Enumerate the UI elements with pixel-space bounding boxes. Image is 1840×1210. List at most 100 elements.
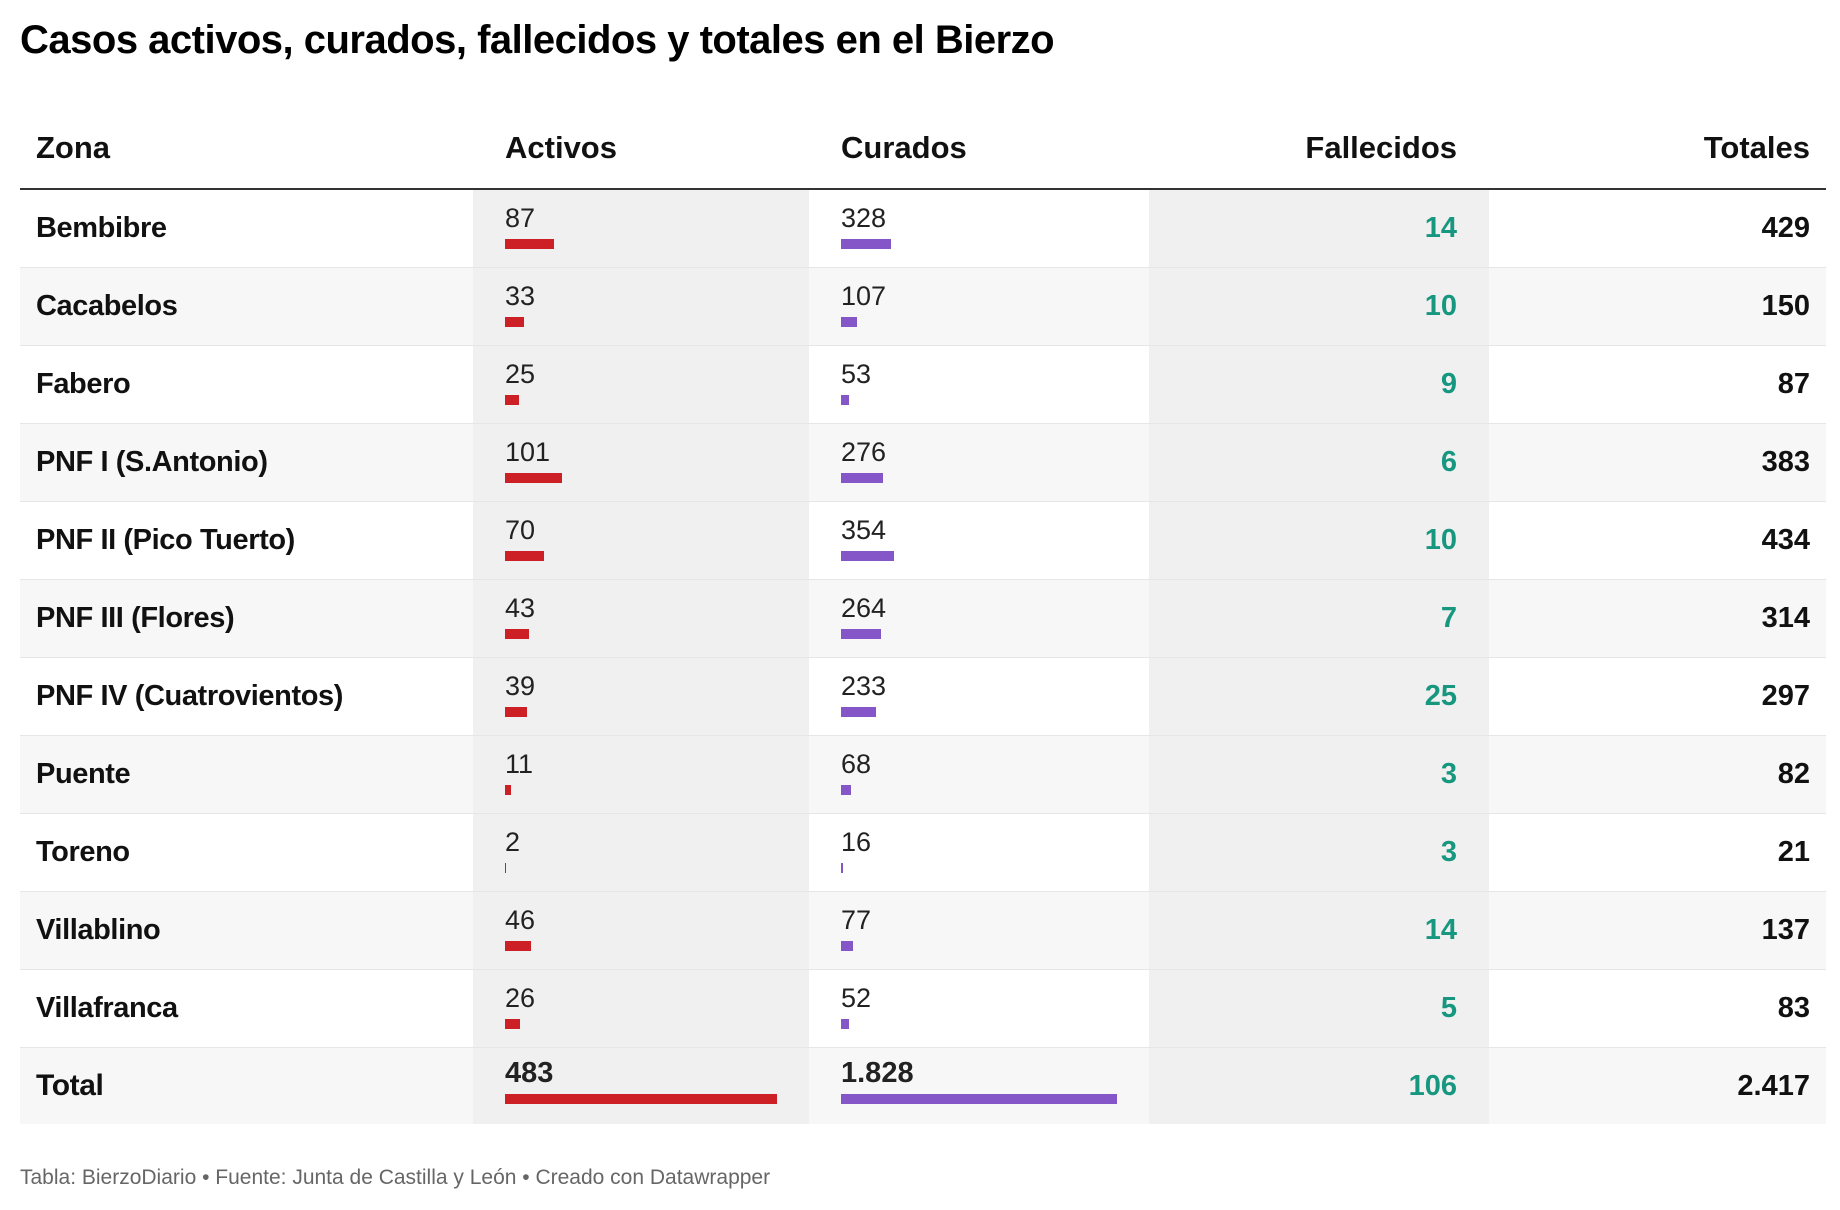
activos-value: 33 — [505, 280, 536, 311]
curados-bar-track — [841, 940, 1117, 951]
cell-activos: 2 — [473, 813, 809, 892]
table-row: Cacabelos 33 107 10 150 — [20, 267, 1826, 346]
column-header-zona[interactable]: Zona — [20, 108, 473, 190]
cell-fallecidos: 10 — [1149, 267, 1489, 346]
cell-totales: 383 — [1489, 423, 1826, 502]
cell-zona: PNF IV (Cuatrovientos) — [20, 657, 473, 736]
column-header-activos[interactable]: Activos — [473, 108, 809, 190]
curados-bar — [841, 940, 853, 951]
activos-value: 101 — [505, 436, 551, 467]
cell-totales: 434 — [1489, 501, 1826, 580]
column-header-fallecidos[interactable]: Fallecidos — [1149, 108, 1489, 190]
curados-value: 52 — [841, 982, 872, 1013]
curados-bar-track — [841, 784, 1117, 795]
cell-fallecidos: 6 — [1149, 423, 1489, 502]
curados-bar-track — [841, 706, 1117, 717]
activos-value: 39 — [505, 670, 536, 701]
cell-totales: 137 — [1489, 891, 1826, 970]
column-header-totales[interactable]: Totales — [1489, 108, 1826, 190]
activos-value: 11 — [505, 748, 534, 779]
curados-bar-track — [841, 1094, 1117, 1104]
table-row: Villablino 46 77 14 137 — [20, 891, 1826, 970]
cell-fallecidos: 14 — [1149, 189, 1489, 268]
cell-curados: 264 — [809, 579, 1149, 658]
cell-zona: PNF II (Pico Tuerto) — [20, 501, 473, 580]
cell-zona: Villablino — [20, 891, 473, 970]
cell-totales: 21 — [1489, 813, 1826, 892]
total-row: Total 483 1.828 106 2.417 — [20, 1047, 1826, 1124]
activos-bar — [505, 1094, 777, 1104]
cell-activos: 101 — [473, 423, 809, 502]
cell-curados: 52 — [809, 969, 1149, 1048]
activos-value: 87 — [505, 202, 536, 233]
cell-zona: Puente — [20, 735, 473, 814]
table-header-row: Zona Activos Curados Fallecidos Totales — [20, 108, 1826, 190]
cell-activos: 483 — [473, 1047, 809, 1124]
cell-activos: 39 — [473, 657, 809, 736]
activos-value: 70 — [505, 514, 536, 545]
cell-curados: 328 — [809, 189, 1149, 268]
table-row: PNF III (Flores) 43 264 7 314 — [20, 579, 1826, 658]
cell-activos: 70 — [473, 501, 809, 580]
source-footer: Tabla: BierzoDiario • Fuente: Junta de C… — [20, 1166, 771, 1189]
cell-totales: 83 — [1489, 969, 1826, 1048]
activos-bar — [505, 628, 530, 639]
table-row: PNF IV (Cuatrovientos) 39 233 25 297 — [20, 657, 1826, 736]
cell-activos: 43 — [473, 579, 809, 658]
curados-bar-track — [841, 1018, 1117, 1029]
activos-bar-track — [505, 862, 777, 873]
table-row: Puente 11 68 3 82 — [20, 735, 1826, 814]
curados-bar — [841, 784, 852, 795]
curados-value: 1.828 — [841, 1057, 914, 1089]
activos-value: 483 — [505, 1057, 554, 1089]
cell-activos: 33 — [473, 267, 809, 346]
table-row: Toreno 2 16 3 21 — [20, 813, 1826, 892]
cell-fallecidos: 3 — [1149, 813, 1489, 892]
curados-value: 328 — [841, 202, 887, 233]
table-row: Fabero 25 53 9 87 — [20, 345, 1826, 424]
curados-value: 77 — [841, 904, 872, 935]
cell-curados: 276 — [809, 423, 1149, 502]
table-row: PNF II (Pico Tuerto) 70 354 10 434 — [20, 501, 1826, 580]
table-row: Bembibre 87 328 14 429 — [20, 189, 1826, 268]
curados-value: 276 — [841, 436, 887, 467]
curados-value: 354 — [841, 514, 887, 545]
table-row: PNF I (S.Antonio) 101 276 6 383 — [20, 423, 1826, 502]
activos-value: 43 — [505, 592, 536, 623]
activos-value: 46 — [505, 904, 536, 935]
curados-value: 264 — [841, 592, 887, 623]
activos-bar-track — [505, 706, 777, 717]
cell-totales: 314 — [1489, 579, 1826, 658]
cell-zona: Cacabelos — [20, 267, 473, 346]
cell-activos: 46 — [473, 891, 809, 970]
cell-fallecidos: 7 — [1149, 579, 1489, 658]
table-body: Bembibre 87 328 14 429 Cacabelos 33 107 10 150 Fab… — [20, 189, 1826, 1124]
curados-value: 16 — [841, 826, 872, 857]
activos-bar-track — [505, 472, 777, 483]
cell-totales: 2.417 — [1489, 1047, 1826, 1124]
cell-zona: Toreno — [20, 813, 473, 892]
cases-table: Zona Activos Curados Fallecidos Totales … — [20, 108, 1826, 1124]
curados-value: 53 — [841, 358, 872, 389]
activos-bar — [505, 940, 531, 951]
curados-bar — [841, 628, 881, 639]
curados-bar — [841, 1018, 849, 1029]
activos-bar-track — [505, 784, 777, 795]
cell-curados: 68 — [809, 735, 1149, 814]
curados-bar — [841, 1094, 1117, 1104]
curados-value: 233 — [841, 670, 887, 701]
curados-bar-track — [841, 238, 1117, 249]
cell-zona: Fabero — [20, 345, 473, 424]
activos-value: 26 — [505, 982, 536, 1013]
column-header-curados[interactable]: Curados — [809, 108, 1149, 190]
cell-totales: 297 — [1489, 657, 1826, 736]
curados-bar-track — [841, 394, 1117, 405]
cell-fallecidos: 3 — [1149, 735, 1489, 814]
curados-bar — [841, 472, 883, 483]
curados-bar-track — [841, 628, 1117, 639]
activos-bar — [505, 238, 554, 249]
table-row: Villafranca 26 52 5 83 — [20, 969, 1826, 1048]
activos-bar — [505, 472, 562, 483]
cell-activos: 25 — [473, 345, 809, 424]
cell-fallecidos: 106 — [1149, 1047, 1489, 1124]
